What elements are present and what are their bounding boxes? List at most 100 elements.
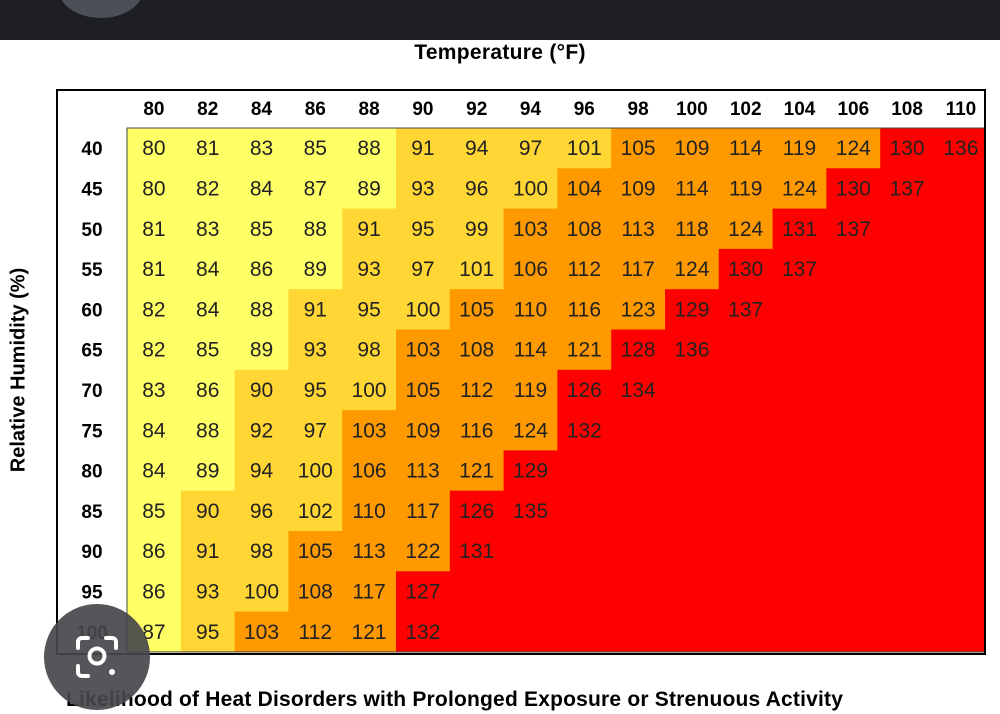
y-tick-label: 85 — [81, 502, 103, 523]
heat-cell — [718, 450, 774, 492]
cell-label: 97 — [411, 258, 434, 281]
heat-cell — [611, 329, 666, 371]
heat-cell — [880, 531, 935, 572]
heat-cell — [934, 490, 984, 532]
y-tick-label: 40 — [81, 139, 102, 160]
heat-cell — [449, 410, 505, 451]
cell-label: 100 — [352, 379, 387, 402]
cell-label: 86 — [142, 580, 165, 603]
heat-cell — [127, 329, 182, 371]
cell-label: 84 — [142, 460, 166, 483]
heat-cell — [503, 168, 558, 210]
cell-label: 98 — [250, 540, 273, 563]
heat-cell — [449, 289, 505, 331]
cell-label: 84 — [250, 177, 274, 200]
heat-cell — [557, 571, 612, 613]
heat-cell — [234, 410, 289, 451]
heat-cell — [234, 128, 289, 169]
heat-cell — [772, 369, 827, 411]
avatar[interactable] — [58, 0, 144, 18]
cell-label: 96 — [465, 177, 488, 200]
cell-label: 95 — [196, 621, 219, 644]
cell-label: 127 — [405, 580, 440, 603]
heat-cell — [396, 248, 451, 290]
cell-label: 123 — [621, 298, 656, 321]
cell-label: 117 — [352, 580, 385, 603]
cell-label: 90 — [196, 500, 219, 523]
heat-cell — [718, 248, 774, 290]
x-tick-label: 106 — [837, 99, 869, 120]
heat-cell — [557, 490, 612, 532]
cell-label: 85 — [142, 500, 165, 523]
heat-cell — [826, 248, 881, 290]
cell-label: 110 — [514, 298, 547, 321]
heat-cell — [180, 531, 236, 572]
x-tick-label: 84 — [251, 99, 273, 120]
cell-label: 105 — [459, 298, 494, 321]
cell-label: 97 — [304, 419, 327, 442]
heat-cell — [880, 369, 935, 411]
heat-cell — [342, 571, 397, 613]
top-bar — [0, 0, 1000, 40]
heat-cell — [127, 168, 182, 210]
y-tick-label: 95 — [81, 582, 103, 603]
cell-label: 124 — [674, 258, 709, 281]
heat-cell — [342, 289, 397, 331]
heat-cell — [342, 611, 397, 653]
cell-label: 91 — [411, 137, 434, 160]
cell-label: 113 — [352, 540, 385, 563]
heat-cell — [396, 369, 451, 411]
heat-cell — [718, 128, 774, 169]
heat-cell — [234, 289, 289, 331]
heat-cell — [449, 571, 505, 613]
heat-cell — [880, 571, 935, 613]
heat-cell — [503, 531, 558, 572]
heat-cell — [127, 208, 182, 250]
cell-label: 129 — [674, 298, 709, 321]
heat-cell — [826, 611, 881, 653]
heat-cell — [665, 490, 720, 532]
heat-cell — [288, 450, 343, 492]
heat-cell — [342, 248, 397, 290]
heat-cell — [665, 611, 720, 653]
y-axis-label-wrapper: Relative Humidity (%) — [6, 240, 32, 500]
heat-cell — [180, 410, 236, 451]
heat-cell — [180, 128, 236, 169]
cell-label: 83 — [142, 379, 165, 402]
heat-index-chart: 80 81 83 85 88 91 94 97 101 105 109 114 119 124 130 136… — [56, 89, 986, 655]
cell-label: 126 — [567, 379, 602, 402]
heat-cell — [611, 289, 666, 331]
cell-label: 132 — [567, 419, 602, 442]
heat-cell — [234, 450, 289, 492]
heat-cell — [665, 248, 720, 290]
heat-cell — [288, 128, 343, 169]
heat-cell — [557, 168, 612, 210]
cell-label: 105 — [405, 379, 440, 402]
cell-label: 119 — [514, 379, 547, 402]
cell-label: 84 — [196, 298, 220, 321]
heat-cell — [234, 208, 289, 250]
heat-cell — [934, 289, 984, 331]
cell-label: 131 — [459, 540, 494, 563]
heat-cell — [396, 128, 451, 169]
cell-label: 126 — [459, 500, 494, 523]
x-tick-label: 98 — [628, 99, 649, 120]
heat-cell — [127, 248, 182, 290]
heat-cell — [342, 410, 397, 451]
cell-label: 93 — [304, 339, 327, 362]
cell-label: 83 — [196, 218, 219, 241]
heat-cell — [503, 128, 558, 169]
heat-cell — [880, 208, 935, 250]
cell-label: 117 — [621, 258, 654, 281]
heat-cell — [396, 450, 451, 492]
heat-cell — [503, 490, 558, 532]
cell-label: 81 — [142, 258, 165, 281]
heat-cell — [503, 571, 558, 613]
cell-label: 97 — [519, 137, 542, 160]
cell-label: 124 — [513, 419, 548, 442]
heat-cell — [934, 128, 984, 169]
lens-search-button[interactable] — [44, 604, 150, 710]
cell-label: 101 — [459, 258, 494, 281]
cell-label: 100 — [405, 298, 440, 321]
cell-label: 91 — [357, 218, 380, 241]
